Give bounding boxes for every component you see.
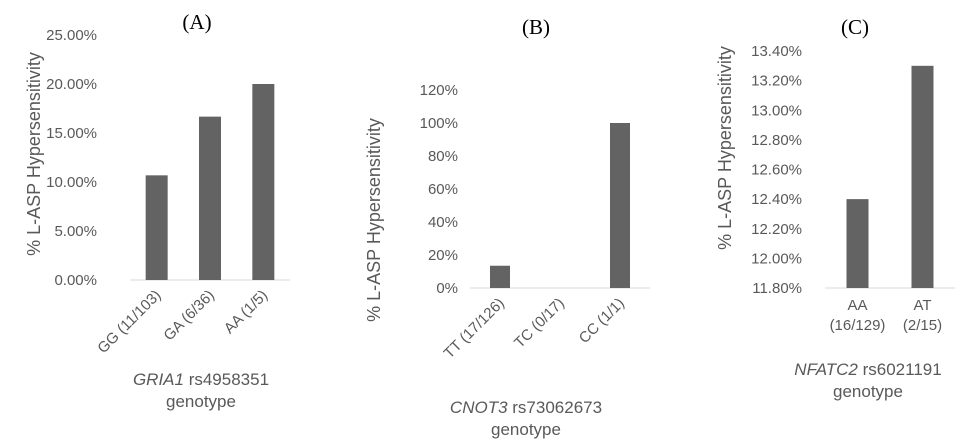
bar — [252, 84, 275, 280]
panel-b-y-axis-label: % L-ASP Hypersensitivity — [364, 118, 384, 322]
y-tick-label: 20.00% — [46, 76, 97, 93]
panel-c-x-axis-label: NFATC2 rs6021191 — [794, 360, 941, 379]
panel-b-snp-id: rs73062673 — [508, 398, 603, 417]
panel-a-snp-id: rs4958351 — [184, 370, 269, 389]
y-tick-label: 40% — [428, 214, 458, 231]
panel-a-label: (A) — [182, 10, 211, 34]
y-tick-label: 12.20% — [751, 221, 802, 238]
panel-c-y-axis-label: % L-ASP Hypersensitivity — [715, 46, 735, 250]
panel-b: (B) % L-ASP Hypersensitivity 0% 20% 40% 60%… — [364, 15, 650, 439]
y-tick-label: 20% — [428, 247, 458, 264]
panel-c-gene-name: NFATC2 — [794, 360, 858, 379]
panel-a-y-ticks: 0.00% 5.00% 10.00% 15.00% 20.00% 25.00% — [46, 27, 97, 289]
y-tick-label: 12.40% — [751, 191, 802, 208]
category-label: AT — [913, 297, 931, 314]
panel-c-category-labels: AA (16/129) AT (2/15) — [830, 297, 943, 334]
y-tick-label: 12.00% — [751, 250, 802, 267]
bar — [610, 123, 630, 288]
panel-b-gene-name: CNOT3 — [450, 398, 508, 417]
panel-c-label: (C) — [841, 15, 869, 39]
panel-c-bars — [846, 65, 934, 288]
panel-a-y-axis-label: % L-ASP Hypersensitivity — [24, 52, 44, 256]
panel-b-x-axis-label: CNOT3 rs73062673 — [450, 398, 602, 417]
category-label: CC (1/1) — [576, 295, 628, 347]
category-label: (16/129) — [830, 317, 886, 334]
y-tick-label: 10.00% — [46, 174, 97, 191]
panel-c: (C) % L-ASP Hypersensitivity 11.80% 12.00… — [715, 15, 955, 401]
y-tick-label: 13.40% — [751, 43, 802, 60]
y-tick-label: 13.20% — [751, 73, 802, 90]
panel-a-x-axis-label: GRIA1 rs4958351 — [133, 370, 269, 389]
panel-a-x-axis-label-line2: genotype — [166, 392, 236, 411]
category-label: GG (11/103) — [94, 287, 164, 357]
panel-a-gene-name: GRIA1 — [133, 370, 184, 389]
bar — [911, 65, 934, 288]
panel-a-bars — [145, 84, 275, 280]
category-label: AA — [847, 297, 867, 314]
panel-c-x-axis-label-line2: genotype — [833, 382, 903, 401]
y-tick-label: 80% — [428, 148, 458, 165]
panel-b-y-ticks: 0% 20% 40% 60% 80% 100% 120% — [420, 82, 458, 297]
y-tick-label: 13.00% — [751, 102, 802, 119]
panel-c-y-ticks: 11.80% 12.00% 12.20% 12.40% 12.60% 12.80% 13.0… — [751, 43, 802, 297]
bar — [490, 265, 510, 288]
panel-a: (A) % L-ASP Hypersensitivity 0.00% 5.00% 1… — [24, 10, 290, 411]
category-label: TT (17/126) — [441, 295, 508, 362]
bar — [846, 199, 869, 288]
category-label: TC (0/17) — [511, 295, 568, 352]
panel-c-snp-id: rs6021191 — [858, 360, 942, 379]
y-tick-label: 0% — [436, 280, 458, 297]
category-label: AA (1/5) — [221, 287, 271, 337]
y-tick-label: 5.00% — [54, 223, 97, 240]
y-tick-label: 100% — [420, 115, 458, 132]
category-label: (2/15) — [903, 317, 942, 334]
y-tick-label: 12.60% — [751, 162, 802, 179]
y-tick-label: 15.00% — [46, 125, 97, 142]
y-tick-label: 25.00% — [46, 27, 97, 44]
y-tick-label: 12.80% — [751, 132, 802, 149]
panel-b-category-labels: TT (17/126) TC (0/17) CC (1/1) — [441, 295, 628, 362]
y-tick-label: 11.80% — [752, 280, 802, 297]
y-tick-label: 0.00% — [54, 272, 97, 289]
bar — [199, 116, 221, 280]
y-tick-label: 120% — [420, 82, 458, 99]
bar — [145, 175, 168, 280]
panel-b-label: (B) — [522, 15, 550, 39]
panel-b-x-axis-label-line2: genotype — [491, 420, 561, 439]
panel-a-category-labels: GG (11/103)GA (6/36) AA (1/5) — [94, 287, 271, 357]
category-label: GA (6/36) — [160, 287, 217, 344]
y-tick-label: 60% — [428, 181, 458, 198]
panel-b-bars — [490, 123, 630, 288]
